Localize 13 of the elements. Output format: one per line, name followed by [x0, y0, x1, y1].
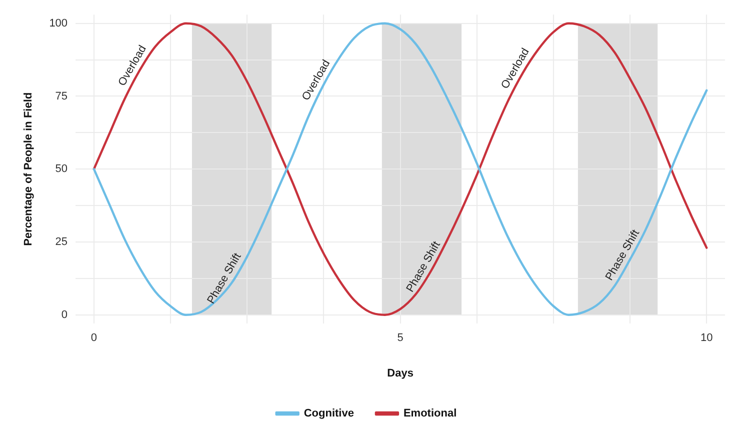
y-tick-label: 25: [55, 236, 68, 248]
x-axis-title: Days: [387, 367, 414, 380]
y-tick-label: 0: [61, 308, 68, 321]
y-tick-label: 50: [55, 163, 68, 176]
line-series: [92, 22, 708, 316]
legend-label: Emotional: [403, 408, 457, 420]
x-tick-label: 5: [397, 332, 404, 344]
y-axis-title: Percentage of People in Field: [22, 92, 35, 246]
x-tick-label: 10: [700, 332, 713, 344]
legend-label: Cognitive: [304, 408, 354, 420]
y-tick-label: 100: [49, 17, 68, 30]
y-tick-label: 75: [55, 90, 68, 102]
x-tick-label: 0: [90, 332, 97, 344]
